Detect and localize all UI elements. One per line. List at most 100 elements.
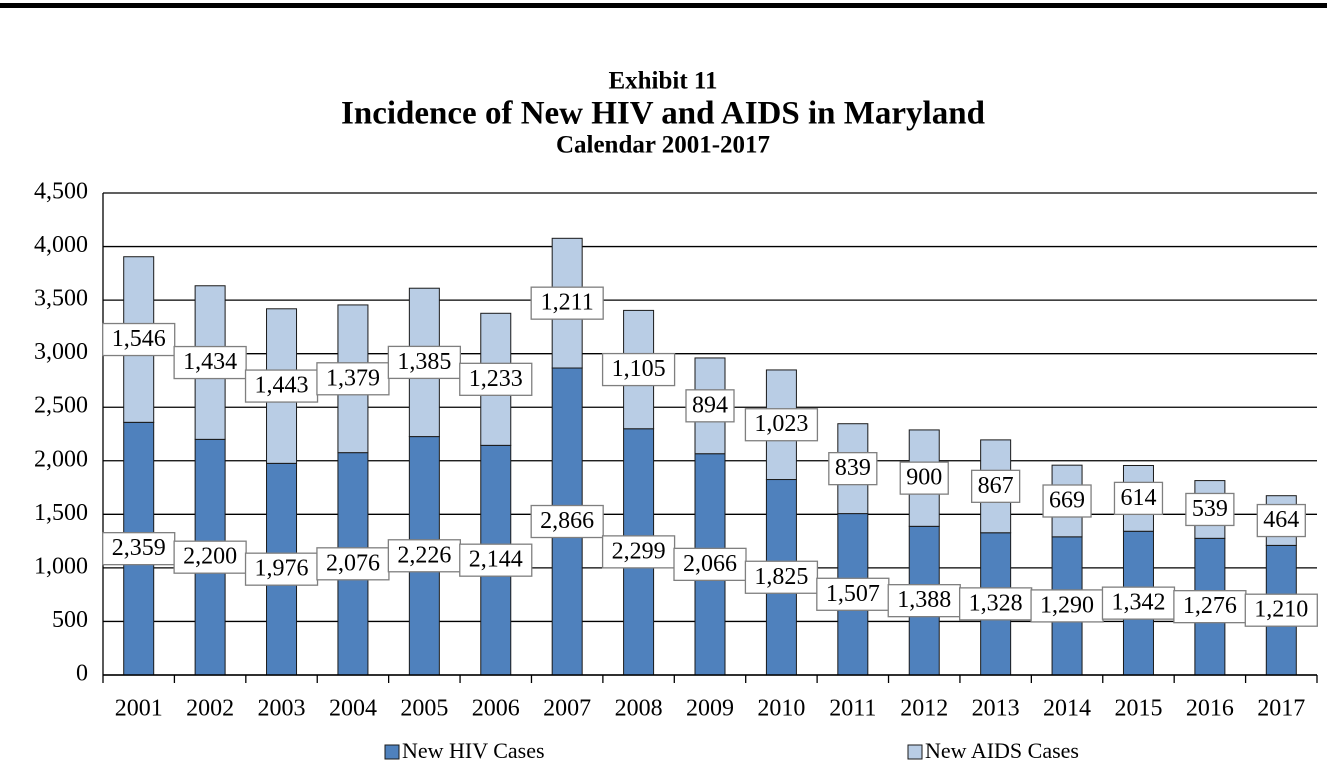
x-tick-label: 2014 bbox=[1043, 696, 1091, 722]
x-tick-label: 2016 bbox=[1186, 696, 1234, 722]
y-tick-label: 4,500 bbox=[34, 179, 88, 205]
x-tick-label: 2005 bbox=[400, 696, 448, 722]
value-label: 867 bbox=[978, 473, 1014, 499]
value-label: 1,342 bbox=[1111, 590, 1165, 616]
value-label-box bbox=[530, 504, 604, 539]
value-label: 894 bbox=[692, 392, 728, 418]
value-label: 1,825 bbox=[754, 564, 808, 590]
value-label: 614 bbox=[1120, 485, 1156, 511]
x-tick-label: 2006 bbox=[472, 696, 520, 722]
value-label-box bbox=[744, 560, 819, 594]
y-tick-label: 3,500 bbox=[34, 286, 88, 312]
value-label-box bbox=[685, 389, 735, 423]
value-label-box bbox=[1101, 586, 1176, 620]
value-label: 2,226 bbox=[397, 542, 451, 568]
x-tick-label: 2001 bbox=[115, 696, 163, 722]
value-label-box bbox=[1173, 590, 1247, 624]
value-label-box bbox=[673, 547, 747, 582]
y-tick-label: 500 bbox=[52, 607, 88, 633]
x-tick-label: 2015 bbox=[1114, 696, 1162, 722]
legend-swatch bbox=[907, 744, 923, 760]
value-label-box bbox=[102, 322, 176, 357]
chart-subtitle: Incidence of New HIV and AIDS in Marylan… bbox=[341, 96, 985, 132]
value-label: 2,359 bbox=[112, 535, 166, 561]
value-label: 900 bbox=[906, 465, 942, 491]
value-label: 1,290 bbox=[1040, 592, 1094, 618]
top-rule bbox=[0, 3, 1327, 8]
value-label: 1,385 bbox=[397, 349, 451, 375]
value-label: 1,211 bbox=[541, 290, 594, 316]
value-label: 1,105 bbox=[612, 356, 666, 382]
x-tick-label: 2010 bbox=[757, 696, 805, 722]
value-label-box bbox=[1042, 484, 1092, 518]
value-label-box bbox=[1244, 593, 1318, 627]
chart-title: Exhibit 11 bbox=[608, 68, 717, 95]
value-label: 2,066 bbox=[683, 551, 737, 577]
value-label-box bbox=[601, 535, 676, 569]
value-label-box bbox=[970, 469, 1021, 503]
value-label-box bbox=[828, 452, 878, 486]
value-label-box bbox=[316, 362, 390, 396]
x-tick-label: 2012 bbox=[900, 696, 948, 722]
x-tick-label: 2011 bbox=[829, 696, 876, 722]
y-tick-label: 4,000 bbox=[34, 232, 88, 258]
x-tick-label: 2003 bbox=[258, 696, 306, 722]
legend-label: New AIDS Cases bbox=[925, 738, 1079, 763]
y-tick-label: 0 bbox=[76, 661, 88, 687]
value-label: 2,299 bbox=[612, 538, 666, 564]
value-label-box bbox=[958, 587, 1033, 621]
value-label: 1,023 bbox=[754, 411, 808, 437]
value-label: 839 bbox=[835, 455, 871, 481]
legend-label: New HIV Cases bbox=[402, 738, 545, 763]
value-label: 1,507 bbox=[826, 581, 880, 607]
y-tick-label: 2,500 bbox=[34, 393, 88, 419]
x-tick-label: 2013 bbox=[972, 696, 1020, 722]
chart-caption: Calendar 2001-2017 bbox=[556, 132, 770, 159]
value-label-box bbox=[102, 532, 176, 566]
value-label-box bbox=[244, 552, 319, 586]
value-label-box bbox=[887, 584, 961, 618]
value-label-box bbox=[1030, 589, 1104, 623]
y-tick-label: 3,000 bbox=[34, 339, 88, 365]
value-label-box bbox=[601, 352, 676, 387]
x-tick-label: 2017 bbox=[1257, 696, 1305, 722]
y-tick-label: 2,000 bbox=[34, 446, 88, 472]
value-label-box bbox=[1256, 503, 1306, 538]
value-label-box bbox=[899, 461, 949, 495]
value-label: 669 bbox=[1049, 487, 1085, 513]
value-label: 1,434 bbox=[183, 349, 237, 375]
value-label-box bbox=[387, 345, 462, 380]
value-label: 1,328 bbox=[969, 590, 1023, 616]
value-label: 1,210 bbox=[1254, 597, 1308, 623]
value-label-box bbox=[816, 577, 890, 611]
value-label: 1,276 bbox=[1183, 593, 1237, 619]
x-tick-label: 2007 bbox=[543, 696, 591, 722]
value-label-box bbox=[459, 543, 533, 577]
value-label-box bbox=[1113, 481, 1164, 516]
value-label: 1,379 bbox=[326, 365, 380, 391]
x-tick-label: 2008 bbox=[615, 696, 663, 722]
x-tick-label: 2009 bbox=[686, 696, 734, 722]
value-label: 2,866 bbox=[540, 508, 594, 534]
x-tick-label: 2004 bbox=[329, 696, 377, 722]
value-label-box bbox=[744, 408, 819, 442]
value-label: 1,443 bbox=[255, 373, 309, 399]
value-label: 2,076 bbox=[326, 550, 380, 576]
legend-swatch bbox=[384, 744, 400, 760]
value-label: 464 bbox=[1263, 507, 1299, 533]
value-label-box bbox=[173, 345, 247, 380]
value-label-box bbox=[530, 286, 604, 320]
value-label: 2,200 bbox=[183, 544, 237, 570]
x-tick-label: 2002 bbox=[186, 696, 234, 722]
value-label: 1,976 bbox=[255, 556, 309, 582]
value-label-box bbox=[1185, 492, 1235, 527]
value-label: 1,233 bbox=[469, 366, 523, 392]
value-label-box bbox=[459, 362, 533, 396]
value-label: 1,546 bbox=[112, 326, 166, 352]
value-label-box bbox=[316, 547, 390, 581]
y-tick-label: 1,500 bbox=[34, 500, 88, 526]
value-label: 1,388 bbox=[897, 587, 951, 613]
value-label: 2,144 bbox=[469, 547, 523, 573]
y-tick-label: 1,000 bbox=[34, 553, 88, 579]
